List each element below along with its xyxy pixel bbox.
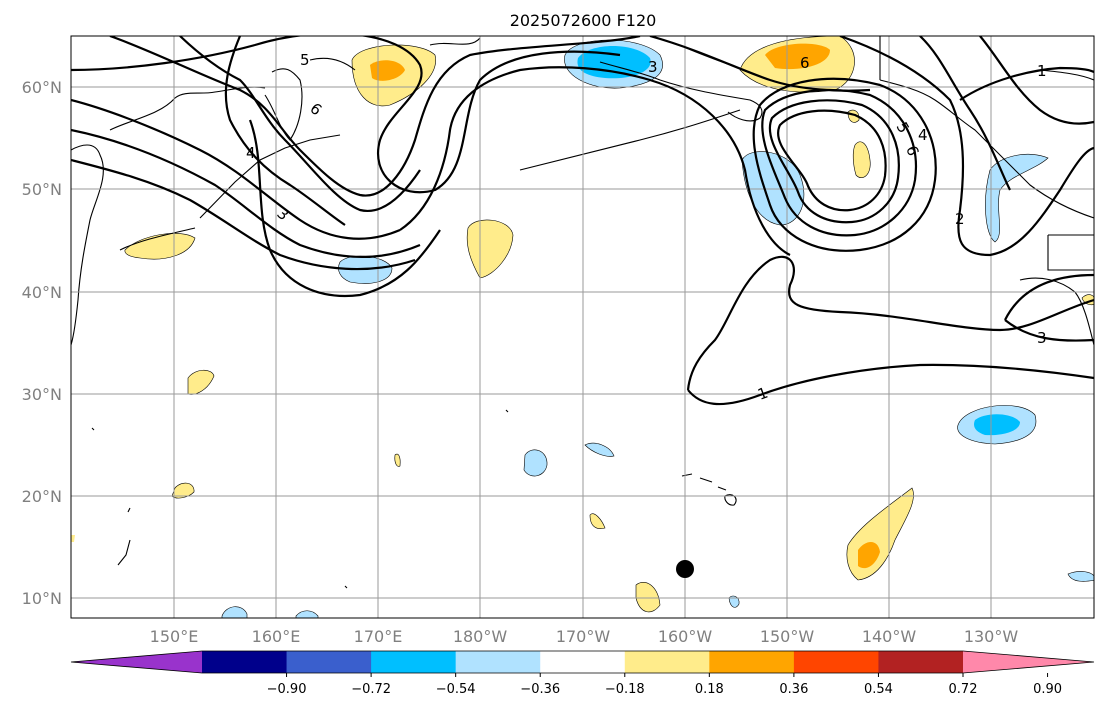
lat-tick-label: 50°N [22, 180, 62, 199]
contour-label: 5 [300, 51, 310, 69]
lon-tick-label: 170°E [354, 627, 403, 646]
colorbar: −0.90 −0.72 −0.54 −0.36 −0.18 0.18 0.36 0.54 0.7… [70, 650, 1095, 697]
lon-tick-label: 170°W [556, 627, 611, 646]
colorbar-extend-max [963, 651, 1094, 673]
map-frame [70, 35, 1095, 619]
colorbar-swatch [878, 651, 964, 673]
lat-tick-label: 60°N [22, 78, 62, 97]
lat-tick-labels: 60°N 50°N 40°N 30°N 20°N 10°N [22, 78, 62, 608]
graticule [71, 36, 1094, 618]
colorbar-swatch [371, 651, 457, 673]
lon-tick-label: 150°E [150, 627, 199, 646]
contour-label: 3 [1037, 329, 1047, 347]
colorbar-label: −0.18 [605, 682, 645, 697]
colorbar-label: 0.36 [779, 682, 808, 697]
lon-tick-label: 160°E [252, 627, 301, 646]
lat-tick-label: 10°N [22, 589, 62, 608]
colorbar-label: −0.36 [520, 682, 560, 697]
colorbar-label: 0.72 [949, 682, 978, 697]
contour-label: 2 [955, 210, 965, 228]
storm-center-marker [676, 560, 694, 578]
colorbar-swatch [455, 651, 541, 673]
lat-tick-label: 30°N [22, 385, 62, 404]
lon-tick-label: 150°W [760, 627, 815, 646]
contour-label: 1 [1037, 62, 1047, 80]
colorbar-label: −0.54 [436, 682, 476, 697]
contour-label: 3 [648, 58, 658, 76]
lon-tick-label: 140°W [862, 627, 917, 646]
colorbar-label: 0.18 [695, 682, 724, 697]
lon-tick-label: 180°W [453, 627, 508, 646]
lon-tick-label: 160°W [658, 627, 713, 646]
contour-label: 4 [918, 126, 928, 144]
colorbar-swatch [202, 651, 288, 673]
colorbar-swatch [709, 651, 795, 673]
colorbar-outline [70, 650, 1095, 674]
contour-layer [71, 36, 1094, 406]
colorbar-label: 0.90 [1033, 682, 1062, 697]
lon-tick-labels: 150°E 160°E 170°E 180°W 170°W 160°W 150°… [150, 627, 1019, 646]
colorbar-swatch [624, 651, 710, 673]
lat-tick-label: 20°N [22, 487, 62, 506]
colorbar-label: −0.72 [351, 682, 391, 697]
colorbar-label: −0.90 [267, 682, 307, 697]
colorbar-extend-min [71, 651, 202, 673]
contour-label: 4 [246, 144, 256, 162]
lat-tick-label: 40°N [22, 283, 62, 302]
colorbar-swatch [540, 651, 626, 673]
contour-label: 6 [800, 54, 810, 72]
colorbar-swatch [793, 651, 879, 673]
contour-label-layer: 5 6 4 3 3 6 5 6 4 2 1 3 1 [246, 51, 1047, 404]
map-title: 2025072600 F120 [510, 11, 657, 30]
colorbar-swatch [286, 651, 372, 673]
colorbar-label: 0.54 [864, 682, 893, 697]
lon-tick-label: 130°W [964, 627, 1019, 646]
